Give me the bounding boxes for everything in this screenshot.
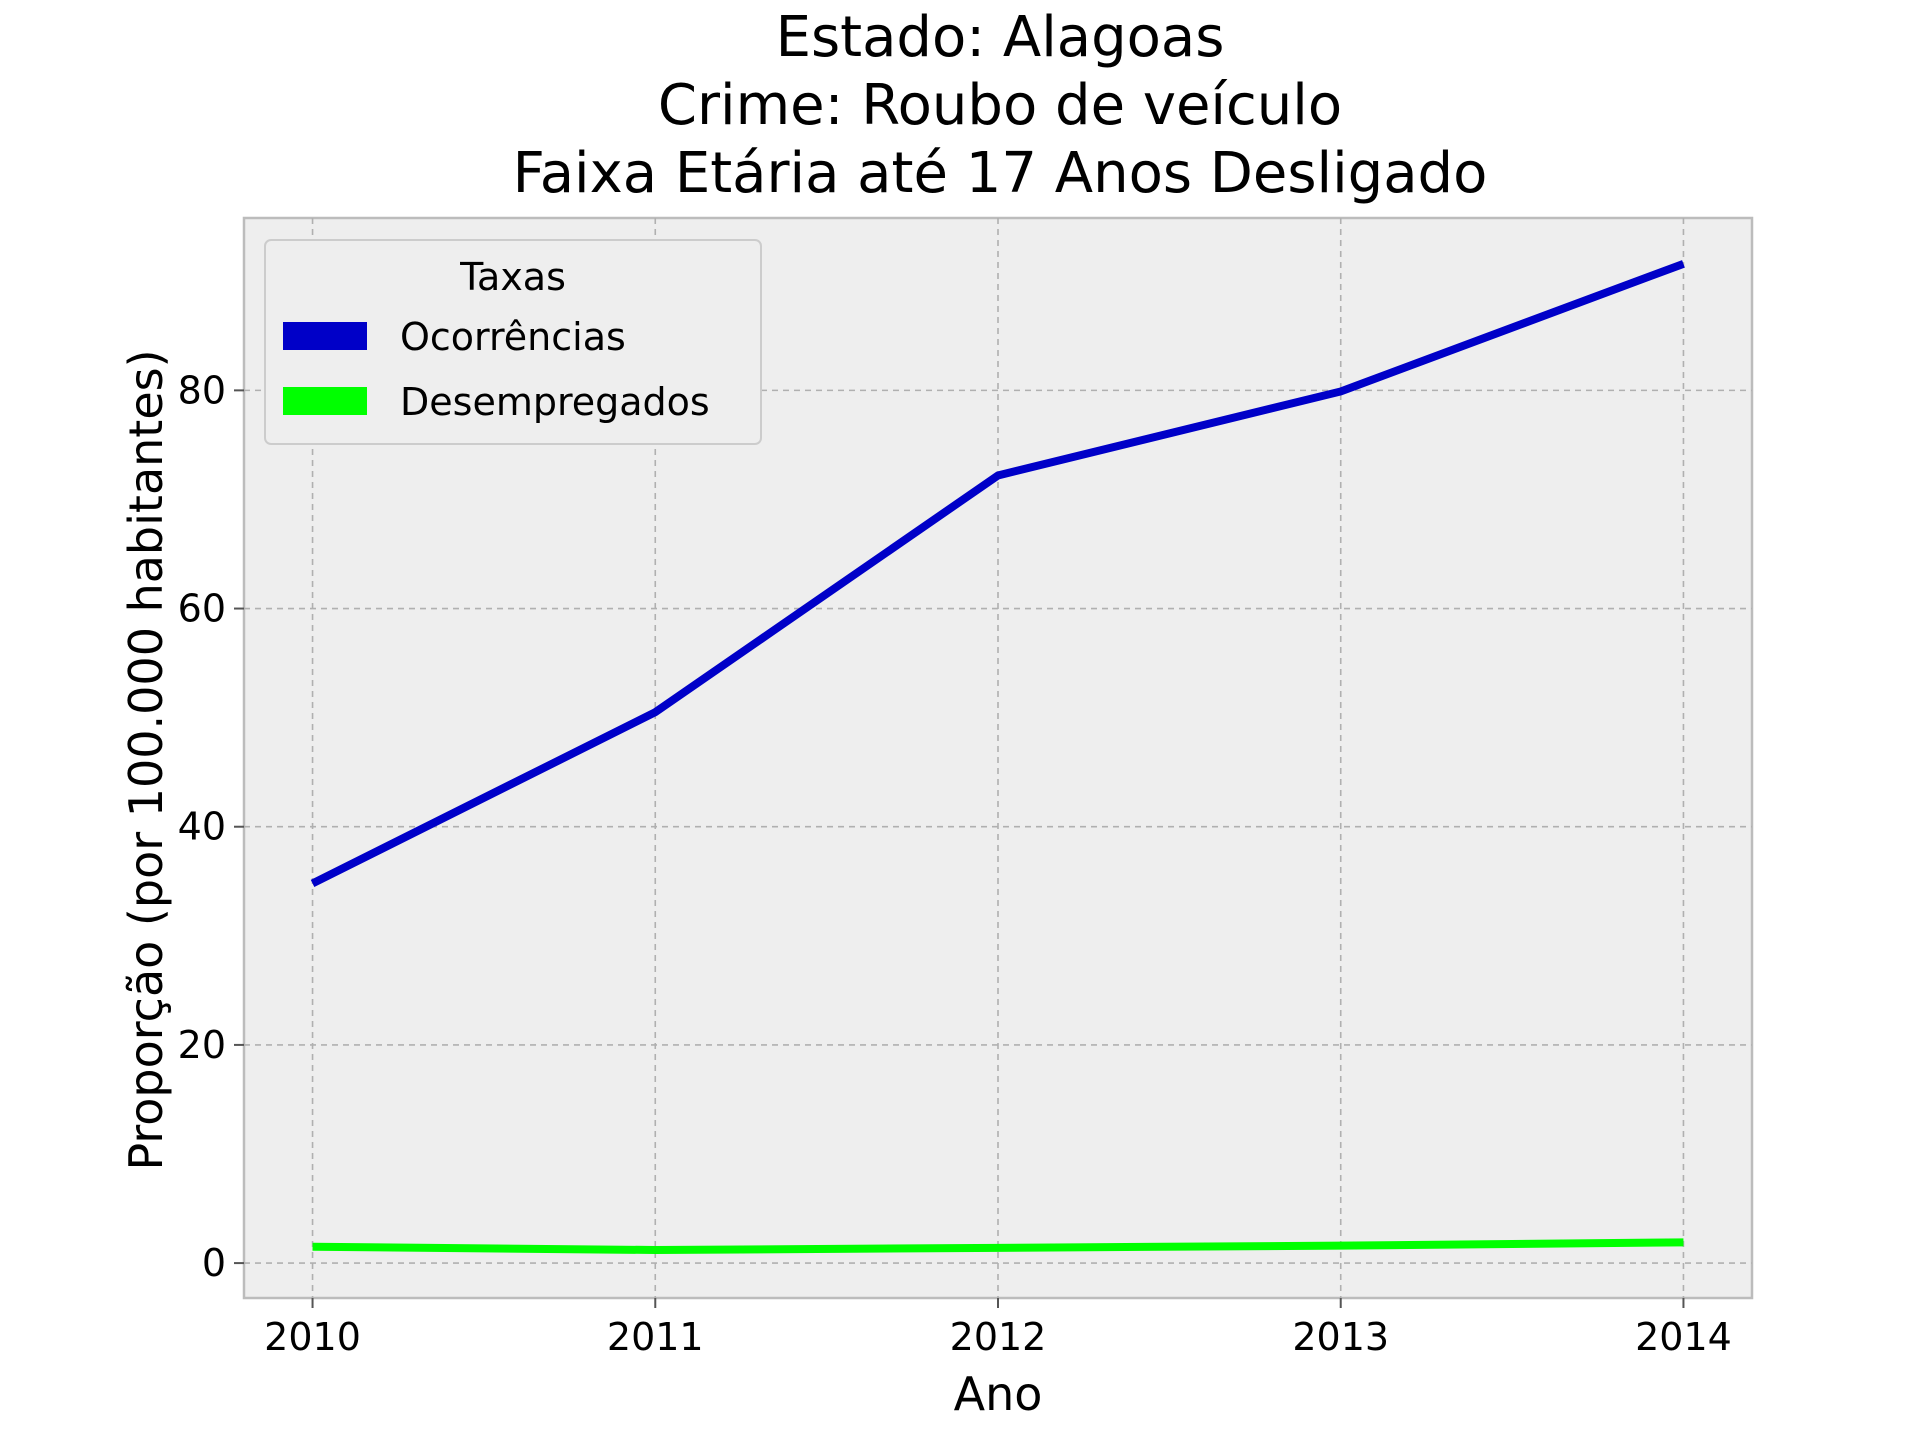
y-axis-label: Proporção (por 100.000 habitantes)	[119, 349, 173, 1170]
chart-title-line-1: Estado: Alagoas	[776, 5, 1225, 70]
legend-box	[264, 239, 762, 445]
y-tick-label: 40	[178, 805, 226, 849]
legend-swatch-desempregados	[283, 387, 367, 415]
y-tick-label: 60	[178, 587, 226, 631]
legend-swatch-ocorrencias	[283, 322, 367, 350]
x-axis-label: Ano	[954, 1367, 1043, 1421]
x-tick-label: 2011	[607, 1315, 704, 1359]
series-line-desempregados	[312, 1238, 1684, 1255]
tick-labels: 2010 2011 2012 2013 2014 0 20 40 60 80	[178, 368, 1732, 1359]
y-tick-label: 0	[202, 1241, 226, 1285]
chart-title-line-3: Faixa Etária até 17 Anos Desligado	[513, 141, 1488, 206]
y-tick-label: 20	[178, 1023, 226, 1067]
legend-title: Taxas	[459, 255, 566, 299]
series-line-ocorrencias	[310, 260, 1685, 888]
x-tick-label: 2010	[264, 1315, 361, 1359]
x-tick-label: 2013	[1292, 1315, 1389, 1359]
legend: Taxas Ocorrências Desempregados	[264, 239, 762, 445]
x-tick-label: 2012	[950, 1315, 1047, 1359]
legend-label-desempregados: Desempregados	[400, 380, 710, 424]
chart-title-line-2: Crime: Roubo de veículo	[658, 73, 1342, 138]
y-tick-label: 80	[178, 368, 226, 412]
x-tick-label: 2014	[1635, 1315, 1732, 1359]
series	[310, 260, 1685, 1255]
legend-label-ocorrencias: Ocorrências	[400, 315, 626, 359]
tick-marks	[234, 389, 1685, 1308]
